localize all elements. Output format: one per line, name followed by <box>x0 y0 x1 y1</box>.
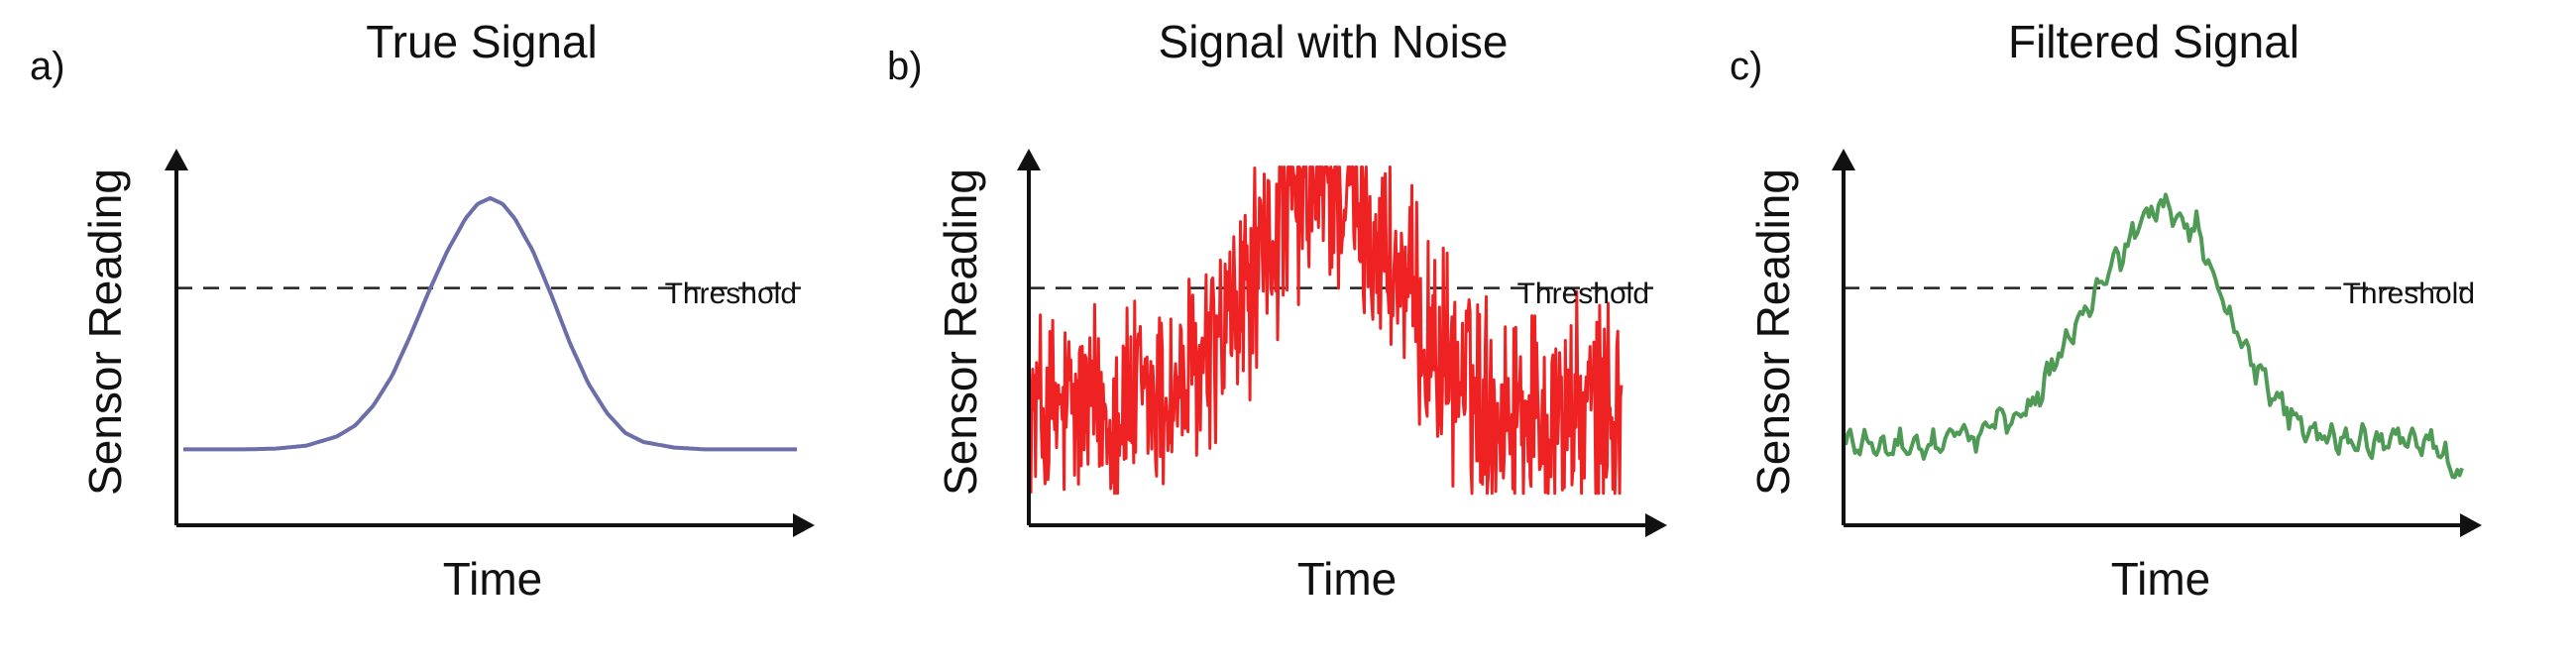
plot-area <box>165 149 815 537</box>
y-axis-label: Sensor Reading <box>1747 168 1799 496</box>
panel-title: Filtered Signal <box>2008 16 2299 67</box>
series-line-smooth <box>183 195 797 452</box>
plot-area <box>1017 149 1667 537</box>
panel-b: b) Signal with Noise Time Sensor Reading… <box>887 16 1667 605</box>
panel-letter: a) <box>30 45 65 88</box>
panel-letter: b) <box>887 45 923 88</box>
y-axis-arrow <box>1017 149 1041 170</box>
y-axis-label: Sensor Reading <box>79 168 131 496</box>
threshold-label: Threshold <box>2343 278 2475 310</box>
threshold-label: Threshold <box>1517 278 1649 310</box>
x-axis-label: Time <box>443 553 543 605</box>
threshold-label: Threshold <box>665 278 797 310</box>
panel-title: True Signal <box>366 16 598 67</box>
panel-title: Signal with Noise <box>1159 16 1509 67</box>
x-axis-arrow <box>1645 513 1667 537</box>
panel-a: a) True Signal Time Sensor Reading Thres… <box>30 16 815 605</box>
series-line-noisy <box>1029 166 1624 496</box>
x-axis-label: Time <box>2111 553 2211 605</box>
panel-letter: c) <box>1730 45 1762 88</box>
y-axis-arrow <box>1832 149 1855 170</box>
x-axis-arrow <box>2460 513 2482 537</box>
plot-area <box>1832 149 2482 537</box>
x-axis-arrow <box>793 513 815 537</box>
y-axis-arrow <box>165 149 188 170</box>
panel-c: c) Filtered Signal Time Sensor Reading T… <box>1730 16 2482 605</box>
series-line-filtered <box>1844 192 2464 480</box>
y-axis-label: Sensor Reading <box>935 168 986 496</box>
x-axis-label: Time <box>1297 553 1398 605</box>
